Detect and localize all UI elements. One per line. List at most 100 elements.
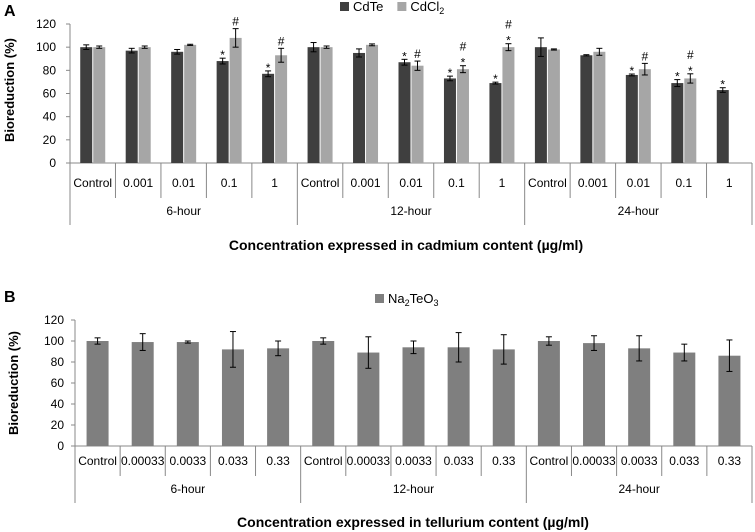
bar-CdTe-5 [307,47,320,163]
y-tick-label: 120 [36,17,56,31]
bar-CdTe-6 [353,52,366,164]
x-category-label: 0.0033 [395,454,432,468]
bar-CdTe-8 [443,78,456,163]
y-tick-label: 40 [43,110,57,124]
y-tick-label: 40 [51,397,65,411]
y-tick-label: 20 [43,133,57,147]
x-category-label: 1 [271,176,278,190]
x-category-label: 0.00033 [572,454,616,468]
panel-a-label: A [4,3,16,20]
bar-CdCl2-8 [456,69,469,163]
significance-mark: * [461,56,466,70]
x-category-label: Control [528,176,567,190]
bar-CdCl2-12 [638,69,651,163]
bar-CdCl2-4 [275,55,288,163]
x-group-label: 6-hour [166,204,201,218]
bar-Na2TeO3-2 [176,342,199,446]
significance-mark: * [506,34,511,48]
bar-CdCl2-10 [547,49,560,163]
bar-CdCl2-6 [366,44,379,163]
bar-CdTe-2 [171,51,184,163]
bar-Na2TeO3-14 [718,355,741,446]
panel-b-legend: Na2TeO3 [375,291,439,308]
y-tick-label: 80 [51,355,65,369]
panel-b-xlabel: Concentration expressed in tellurium con… [237,514,589,530]
bar-CdTe-12 [625,74,638,163]
bar-Na2TeO3-3 [221,349,244,446]
x-category-label: 0.33 [492,454,516,468]
y-tick-label: 120 [44,313,64,327]
y-tick-label: 60 [43,87,57,101]
y-tick-label: 100 [36,40,56,54]
bar-Na2TeO3-8 [447,347,470,446]
x-category-label: 1 [726,176,733,190]
bar-CdCl2-3 [229,37,242,163]
bar-Na2TeO3-10 [537,341,560,446]
x-category-label: 0.33 [718,454,742,468]
x-category-label: 0.01 [172,176,196,190]
significance-mark: # [232,15,239,29]
significance-mark: * [688,64,693,78]
x-category-label: 0.01 [399,176,423,190]
x-category-label: Control [78,454,117,468]
bar-CdCl2-9 [502,47,515,163]
significance-mark: * [448,66,453,80]
significance-mark: # [414,47,421,61]
x-category-label: 0.00033 [347,454,391,468]
y-tick-label: 0 [49,156,56,170]
x-group-label: 12-hour [393,482,434,496]
y-tick-label: 80 [43,63,57,77]
significance-mark: * [220,48,225,62]
x-category-label: 0.001 [351,176,381,190]
significance-mark: * [266,61,271,75]
x-category-label: 0.0033 [169,454,206,468]
significance-mark: # [460,40,467,54]
bar-Na2TeO3-12 [628,348,651,446]
x-group-label: 24-hour [618,482,659,496]
bar-CdTe-11 [580,55,593,163]
x-category-label: 0.1 [448,176,465,190]
x-group-label: 6-hour [170,482,205,496]
x-category-label: 0.0033 [621,454,658,468]
legend-label-CdCl2: CdCl2 [410,0,444,16]
x-category-label: 0.033 [669,454,699,468]
x-category-label: 0.33 [266,454,290,468]
bar-Na2TeO3-9 [492,349,515,446]
legend-label-Na2TeO3: Na2TeO3 [388,291,439,308]
bar-Na2TeO3-6 [357,352,380,446]
bar-Na2TeO3-5 [312,341,335,446]
bar-Na2TeO3-11 [583,343,606,446]
bar-CdTe-1 [125,50,138,164]
bar-Na2TeO3-7 [402,347,425,446]
bar-CdCl2-7 [411,65,424,163]
x-category-label: Control [530,454,569,468]
x-category-label: 0.001 [578,176,608,190]
significance-mark: * [629,64,634,78]
panel-a-plot: 0 20 40 60 80 100 120 Control 0.001 0.01 0.1 1 Contr… [36,15,753,225]
legend-swatch-CdCl2 [397,2,407,11]
bar-Na2TeO3-0 [86,341,109,446]
x-category-label: Control [304,454,343,468]
significance-mark: # [687,48,694,62]
y-tick-label: 20 [51,418,65,432]
bar-Na2TeO3-4 [267,348,290,446]
bar-CdTe-7 [398,62,411,163]
significance-mark: * [675,70,680,84]
x-category-label: 0.033 [218,454,248,468]
significance-mark: * [493,72,498,86]
x-category-label: 0.033 [444,454,474,468]
legend-swatch-CdTe [340,2,349,11]
bar-CdCl2-13 [684,78,697,163]
y-tick-label: 100 [44,334,64,348]
panel-a-ylabel: Bioreduction (%) [2,38,17,142]
x-category-label: Control [301,176,340,190]
x-group-label: 12-hour [390,204,431,218]
bar-CdTe-14 [716,90,729,163]
panel-a-legend: CdTe CdCl2 [340,0,444,16]
significance-mark: * [402,49,407,63]
bar-Na2TeO3-1 [131,342,154,446]
panel-a-xlabel: Concentration expressed in cadmium conte… [229,237,583,253]
significance-mark: # [278,34,285,48]
x-category-label: Control [73,176,112,190]
